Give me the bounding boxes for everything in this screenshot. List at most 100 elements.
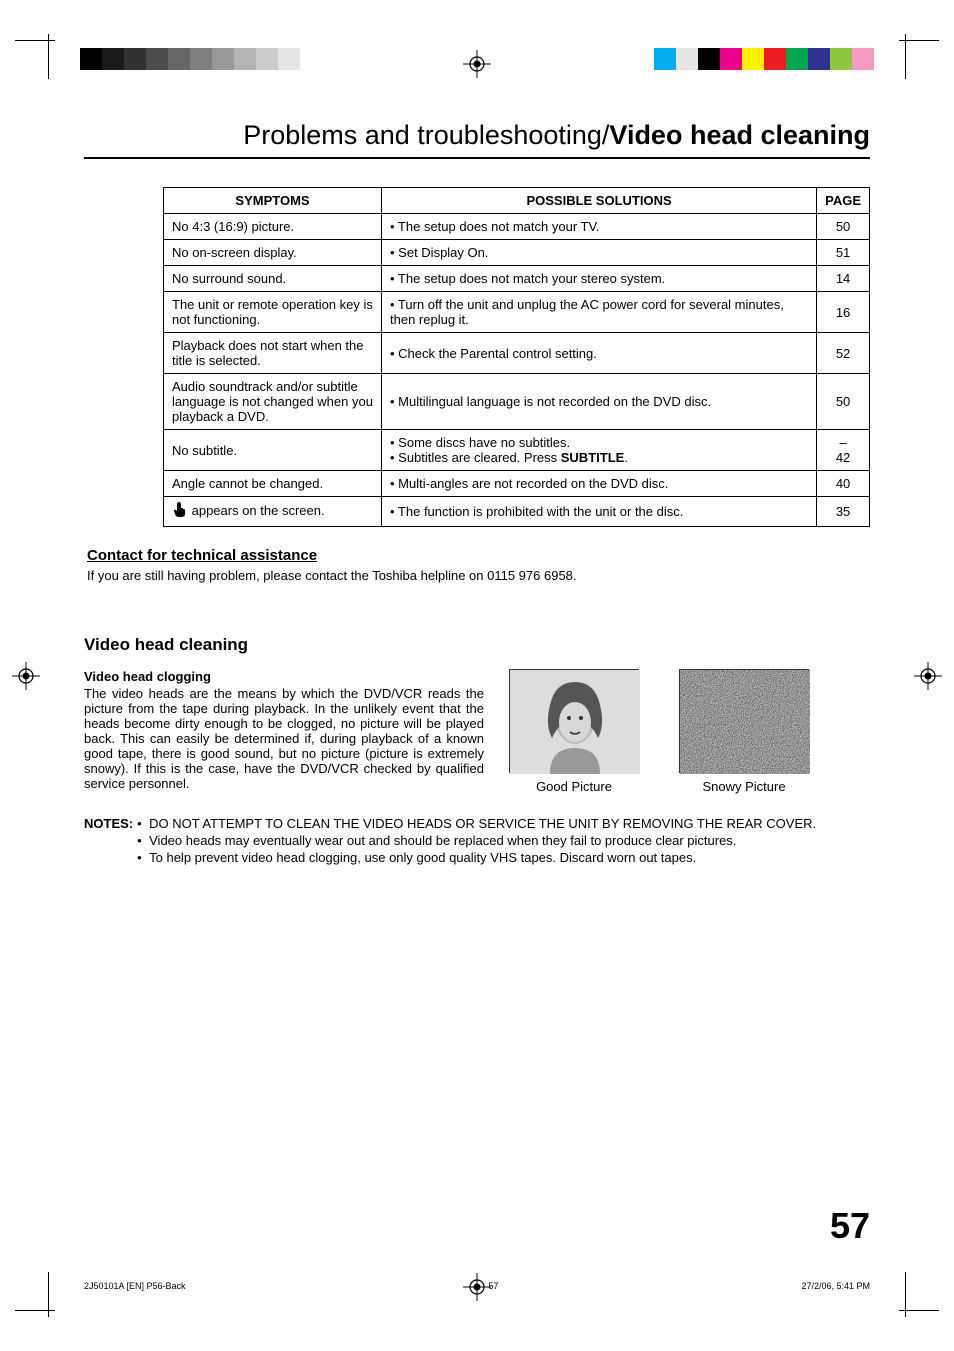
cell-symptom: No on-screen display. — [164, 240, 382, 266]
color-swatch — [80, 48, 102, 70]
cell-page: 40 — [817, 471, 870, 497]
color-swatch — [124, 48, 146, 70]
color-swatch — [852, 48, 874, 70]
snowy-picture-label: Snowy Picture — [702, 779, 785, 794]
cell-page: 50 — [817, 214, 870, 240]
cell-symptom: The unit or remote operation key is not … — [164, 292, 382, 333]
vhc-subheading: Video head clogging — [84, 669, 484, 684]
page-number: 57 — [830, 1205, 870, 1247]
page-title: Problems and troubleshooting/Video head … — [84, 120, 870, 151]
color-swatch — [808, 48, 830, 70]
page-title-part2: Video head cleaning — [609, 120, 870, 150]
cell-solution: • Set Display On. — [382, 240, 817, 266]
color-swatch — [146, 48, 168, 70]
note-item: To help prevent video head clogging, use… — [137, 850, 816, 865]
cell-page: 51 — [817, 240, 870, 266]
vhc-text-block: Video head clogging The video heads are … — [84, 669, 484, 791]
table-row: No subtitle.• Some discs have no subtitl… — [164, 430, 870, 471]
title-underline — [84, 157, 870, 159]
color-swatch — [278, 48, 300, 70]
contact-text: If you are still having problem, please … — [87, 568, 870, 583]
color-bar-right — [654, 48, 874, 70]
troubleshooting-table: SYMPTOMS POSSIBLE SOLUTIONS PAGE No 4:3 … — [163, 187, 870, 527]
footer-right: 27/2/06, 5:41 PM — [801, 1281, 870, 1291]
cell-page: 52 — [817, 333, 870, 374]
notes-section: NOTES: DO NOT ATTEMPT TO CLEAN THE VIDEO… — [84, 816, 870, 867]
color-swatch — [102, 48, 124, 70]
registration-mark-icon — [463, 50, 491, 78]
color-swatch — [190, 48, 212, 70]
snowy-picture-image — [679, 669, 809, 773]
color-swatch — [764, 48, 786, 70]
cell-page: 50 — [817, 374, 870, 430]
color-swatch — [786, 48, 808, 70]
cell-page: 35 — [817, 497, 870, 527]
good-picture-label: Good Picture — [536, 779, 612, 794]
cell-solution: • The setup does not match your TV. — [382, 214, 817, 240]
cell-symptom: No subtitle. — [164, 430, 382, 471]
cell-page: –42 — [817, 430, 870, 471]
cell-solution: • Some discs have no subtitles.• Subtitl… — [382, 430, 817, 471]
cell-solution: • The function is prohibited with the un… — [382, 497, 817, 527]
table-row: Angle cannot be changed.• Multi-angles a… — [164, 471, 870, 497]
cell-solution: • Turn off the unit and unplug the AC po… — [382, 292, 817, 333]
page-title-part1: Problems and troubleshooting/ — [243, 120, 609, 150]
cell-symptom: Audio soundtrack and/or subtitle languag… — [164, 374, 382, 430]
table-row: No surround sound.• The setup does not m… — [164, 266, 870, 292]
footer: 2J50101A [EN] P56-Back 57 27/2/06, 5:41 … — [84, 1281, 870, 1291]
table-row: No on-screen display.• Set Display On.51 — [164, 240, 870, 266]
table-header-row: SYMPTOMS POSSIBLE SOLUTIONS PAGE — [164, 188, 870, 214]
cell-solution: • The setup does not match your stereo s… — [382, 266, 817, 292]
cell-symptom: appears on the screen. — [164, 497, 382, 527]
cell-solution: • Multi-angles are not recorded on the D… — [382, 471, 817, 497]
crop-mark — [15, 40, 55, 80]
note-item: Video heads may eventually wear out and … — [137, 833, 816, 848]
color-swatch — [212, 48, 234, 70]
cell-symptom: No surround sound. — [164, 266, 382, 292]
color-bar-left — [80, 48, 300, 70]
video-head-cleaning-section: Video head cleaning Video head clogging … — [84, 635, 870, 867]
footer-center: 57 — [489, 1281, 499, 1291]
cell-solution: • Multilingual language is not recorded … — [382, 374, 817, 430]
color-swatch — [654, 48, 676, 70]
crop-mark — [899, 40, 939, 80]
crop-mark — [15, 1271, 55, 1311]
vhc-heading: Video head cleaning — [84, 635, 870, 655]
contact-section: Contact for technical assistance If you … — [87, 547, 870, 583]
table-row: No 4:3 (16:9) picture.• The setup does n… — [164, 214, 870, 240]
good-picture-image — [509, 669, 639, 773]
cell-symptom: Angle cannot be changed. — [164, 471, 382, 497]
table-row: Playback does not start when the title i… — [164, 333, 870, 374]
vhc-body: The video heads are the means by which t… — [84, 686, 484, 791]
table-row: The unit or remote operation key is not … — [164, 292, 870, 333]
snowy-picture-column: Snowy Picture — [679, 669, 809, 794]
page-content: Problems and troubleshooting/Video head … — [84, 120, 870, 867]
cell-page: 16 — [817, 292, 870, 333]
crop-mark — [899, 1271, 939, 1311]
cell-solution: • Check the Parental control setting. — [382, 333, 817, 374]
header-symptoms: SYMPTOMS — [164, 188, 382, 214]
table-row: appears on the screen.• The function is … — [164, 497, 870, 527]
color-swatch — [168, 48, 190, 70]
cell-symptom: Playback does not start when the title i… — [164, 333, 382, 374]
good-picture-column: Good Picture — [509, 669, 639, 794]
color-swatch — [720, 48, 742, 70]
color-swatch — [698, 48, 720, 70]
hand-icon — [172, 502, 188, 521]
registration-mark-icon — [12, 662, 40, 690]
color-swatch — [830, 48, 852, 70]
registration-mark-icon — [914, 662, 942, 690]
contact-heading: Contact for technical assistance — [87, 547, 870, 564]
cell-page: 14 — [817, 266, 870, 292]
color-swatch — [676, 48, 698, 70]
color-swatch — [742, 48, 764, 70]
notes-list: DO NOT ATTEMPT TO CLEAN THE VIDEO HEADS … — [137, 816, 816, 867]
color-swatch — [234, 48, 256, 70]
footer-left: 2J50101A [EN] P56-Back — [84, 1281, 186, 1291]
note-item: DO NOT ATTEMPT TO CLEAN THE VIDEO HEADS … — [137, 816, 816, 831]
color-swatch — [256, 48, 278, 70]
header-solutions: POSSIBLE SOLUTIONS — [382, 188, 817, 214]
table-row: Audio soundtrack and/or subtitle languag… — [164, 374, 870, 430]
cell-symptom: No 4:3 (16:9) picture. — [164, 214, 382, 240]
header-page: PAGE — [817, 188, 870, 214]
